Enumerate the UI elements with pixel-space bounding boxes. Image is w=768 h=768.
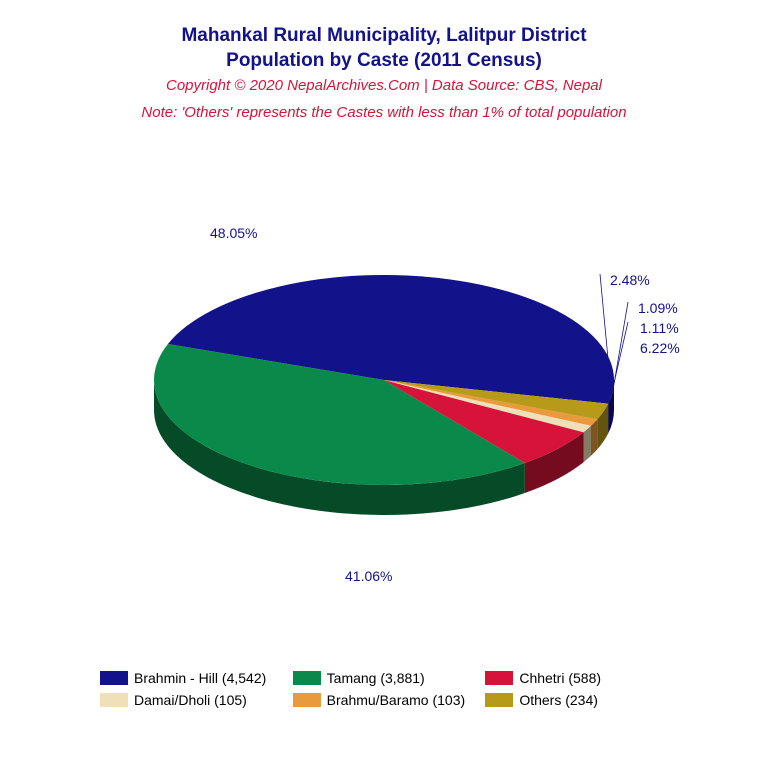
pct-label: 2.48% xyxy=(610,272,650,288)
legend-label: Brahmu/Baramo (103) xyxy=(327,692,466,708)
pct-label: 6.22% xyxy=(640,340,680,356)
legend-item: Others (234) xyxy=(485,692,668,708)
title-line1: Mahankal Rural Municipality, Lalitpur Di… xyxy=(0,24,768,49)
legend-item: Chhetri (588) xyxy=(485,670,668,686)
pct-label: 1.11% xyxy=(640,320,679,336)
pct-label: 41.06% xyxy=(345,568,392,584)
legend-label: Damai/Dholi (105) xyxy=(134,692,247,708)
legend: Brahmin - Hill (4,542) Tamang (3,881) Chhe… xyxy=(100,670,668,708)
legend-label: Chhetri (588) xyxy=(519,670,601,686)
legend-item: Tamang (3,881) xyxy=(293,670,476,686)
chart-title: Mahankal Rural Municipality, Lalitpur Di… xyxy=(0,0,768,73)
copyright-line: Copyright © 2020 NepalArchives.Com | Dat… xyxy=(0,77,768,94)
legend-swatch xyxy=(485,693,513,707)
legend-label: Tamang (3,881) xyxy=(327,670,425,686)
pie-svg xyxy=(0,180,768,600)
legend-item: Damai/Dholi (105) xyxy=(100,692,283,708)
legend-label: Brahmin - Hill (4,542) xyxy=(134,670,266,686)
chart-container: Mahankal Rural Municipality, Lalitpur Di… xyxy=(0,0,768,768)
legend-swatch xyxy=(485,671,513,685)
leader-line xyxy=(614,322,628,384)
pie-chart-area xyxy=(0,180,768,600)
legend-swatch xyxy=(100,671,128,685)
legend-item: Brahmu/Baramo (103) xyxy=(293,692,476,708)
pct-label: 48.05% xyxy=(210,225,257,241)
note-line: Note: 'Others' represents the Castes wit… xyxy=(0,104,768,121)
pct-label: 1.09% xyxy=(638,300,678,316)
legend-swatch xyxy=(293,671,321,685)
legend-swatch xyxy=(293,693,321,707)
title-line2: Population by Caste (2011 Census) xyxy=(0,49,768,74)
legend-label: Others (234) xyxy=(519,692,598,708)
legend-item: Brahmin - Hill (4,542) xyxy=(100,670,283,686)
legend-swatch xyxy=(100,693,128,707)
